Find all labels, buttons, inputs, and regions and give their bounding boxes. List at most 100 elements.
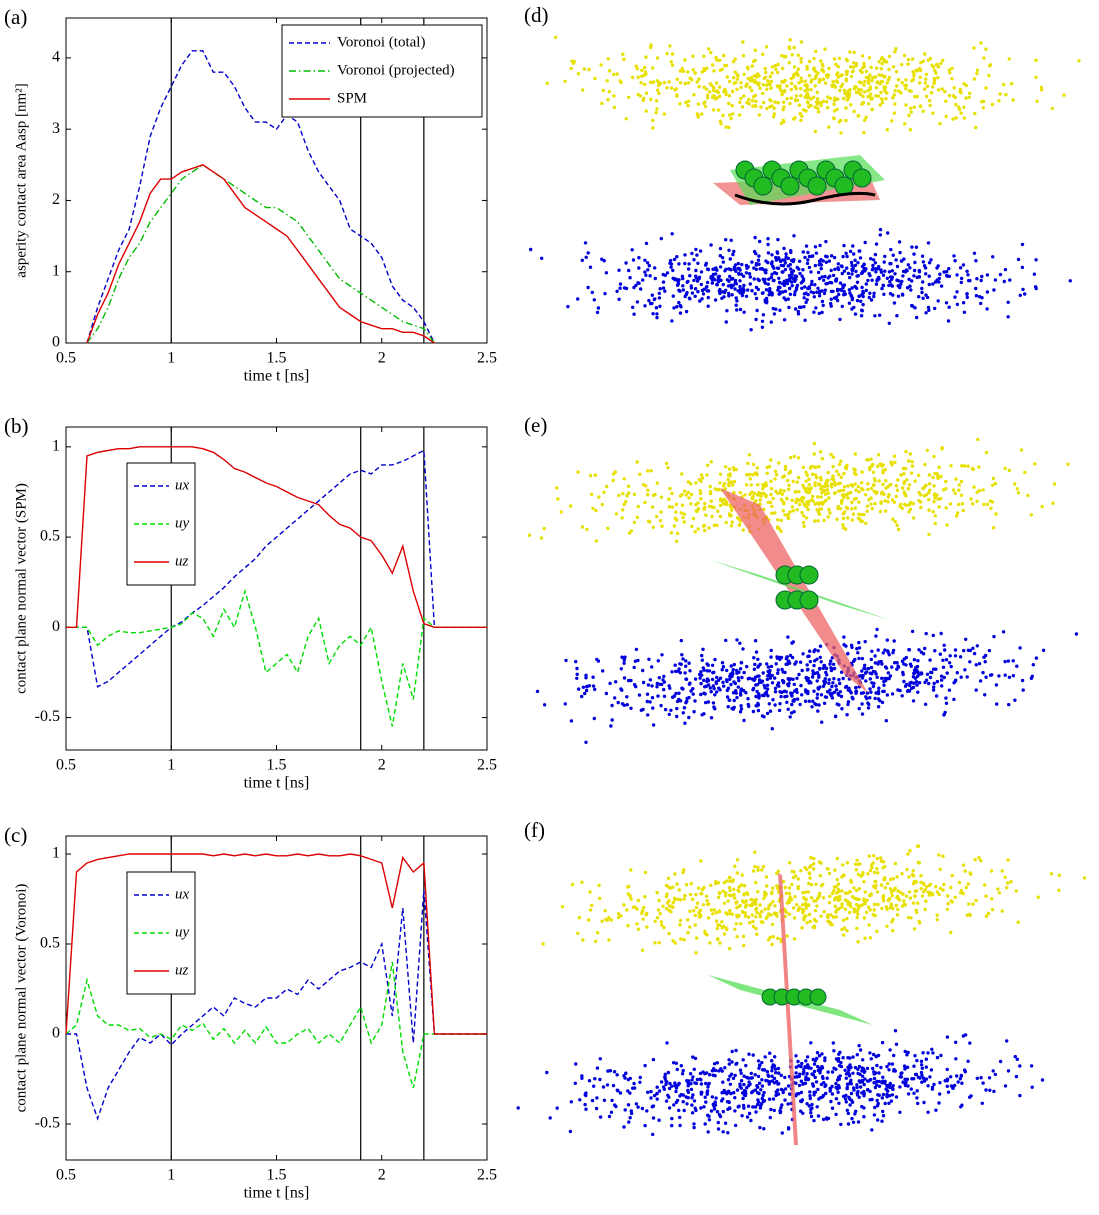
atom xyxy=(761,1094,764,1097)
atom xyxy=(824,1083,827,1086)
atom xyxy=(594,509,597,512)
atom xyxy=(687,696,690,699)
atom xyxy=(744,84,747,87)
atom xyxy=(858,646,861,649)
atom xyxy=(665,86,668,89)
atom xyxy=(819,914,822,917)
atom xyxy=(963,116,966,119)
contact-atom xyxy=(800,566,818,584)
atom xyxy=(862,897,865,900)
x-tick-label: 2 xyxy=(378,1167,386,1184)
atom xyxy=(648,274,651,277)
atom xyxy=(790,77,793,80)
atom xyxy=(800,1062,803,1065)
atom xyxy=(678,102,681,105)
atom xyxy=(770,1059,773,1062)
atom xyxy=(812,690,815,693)
atom xyxy=(875,242,878,245)
atom xyxy=(693,1081,696,1084)
atom xyxy=(891,269,894,272)
atom xyxy=(679,937,682,940)
atom xyxy=(975,663,978,666)
atom xyxy=(880,271,883,274)
atom xyxy=(585,528,588,531)
atom xyxy=(660,525,663,528)
atom xyxy=(920,1071,923,1074)
atom xyxy=(848,1063,851,1066)
atom xyxy=(692,1126,695,1129)
atom xyxy=(833,869,836,872)
atom xyxy=(732,888,735,891)
atom xyxy=(628,894,631,897)
atom xyxy=(733,699,736,702)
atom xyxy=(911,70,914,73)
atom xyxy=(721,661,724,664)
atom xyxy=(783,1098,786,1101)
atom xyxy=(787,484,790,487)
atom xyxy=(529,248,532,251)
atom xyxy=(671,505,674,508)
atom xyxy=(855,1086,858,1089)
atom xyxy=(732,893,735,896)
atom xyxy=(756,866,759,869)
atom xyxy=(746,66,749,69)
atom xyxy=(658,292,661,295)
atom xyxy=(772,935,775,938)
atom xyxy=(593,717,596,720)
atom xyxy=(927,498,930,501)
atom xyxy=(787,488,790,491)
atom xyxy=(883,270,886,273)
atom xyxy=(742,935,745,938)
atom xyxy=(692,909,695,912)
atom xyxy=(941,446,944,449)
atom xyxy=(872,484,875,487)
atom xyxy=(802,486,805,489)
atom xyxy=(917,648,920,651)
atom xyxy=(680,472,683,475)
atom xyxy=(984,895,987,898)
atom xyxy=(975,294,978,297)
atom xyxy=(860,702,863,705)
atom xyxy=(875,867,878,870)
atom xyxy=(576,673,579,676)
atom xyxy=(651,119,654,122)
atom xyxy=(770,943,773,946)
atom xyxy=(903,122,906,125)
atom xyxy=(813,283,816,286)
atom xyxy=(792,509,795,512)
atom xyxy=(887,493,890,496)
atom xyxy=(797,310,800,313)
atom xyxy=(624,261,627,264)
atom xyxy=(616,1089,619,1092)
atom xyxy=(702,55,705,58)
atom xyxy=(758,903,761,906)
atom xyxy=(709,51,712,54)
atom xyxy=(1015,665,1018,668)
atom xyxy=(955,1074,958,1077)
atom xyxy=(650,665,653,668)
atom xyxy=(600,102,603,105)
atom xyxy=(962,301,965,304)
atom xyxy=(908,689,911,692)
atom xyxy=(928,473,931,476)
atom xyxy=(1004,93,1007,96)
atom xyxy=(912,1077,915,1080)
atom xyxy=(887,68,890,71)
atom xyxy=(852,1086,855,1089)
atom xyxy=(734,81,737,84)
atom xyxy=(789,471,792,474)
atom xyxy=(919,506,922,509)
atom xyxy=(834,1068,837,1071)
atom xyxy=(692,692,695,695)
atom xyxy=(802,108,805,111)
atom xyxy=(954,679,957,682)
atom xyxy=(857,295,860,298)
atom xyxy=(658,296,661,299)
atom xyxy=(688,925,691,928)
atom xyxy=(627,1078,630,1081)
atom xyxy=(832,455,835,458)
atom xyxy=(709,82,712,85)
atom xyxy=(774,64,777,67)
atom xyxy=(755,690,758,693)
atom xyxy=(871,1067,874,1070)
